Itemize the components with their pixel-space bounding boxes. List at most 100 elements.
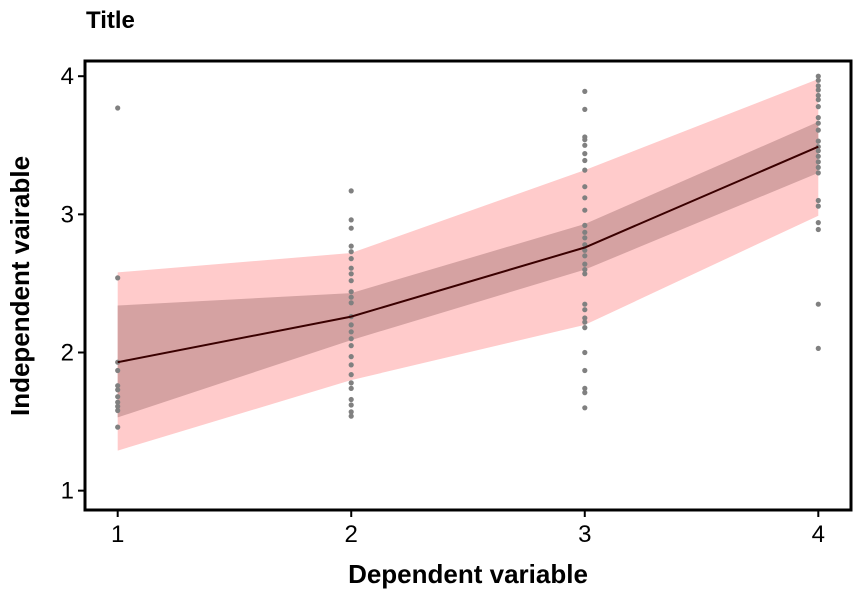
- plot-border: [83, 59, 853, 512]
- data-point: [815, 92, 821, 99]
- data-point: [582, 301, 588, 307]
- data-point: [348, 271, 354, 277]
- data-point: [348, 278, 354, 284]
- data-point: [582, 106, 588, 112]
- data-point: [582, 307, 588, 313]
- data-point: [582, 349, 588, 356]
- data-point: [815, 87, 821, 93]
- y-tick-label: 1: [61, 478, 74, 505]
- data-point: [582, 315, 588, 321]
- data-point: [115, 403, 121, 409]
- data-point: [582, 271, 588, 277]
- data-point: [348, 385, 354, 391]
- data-point: [582, 319, 588, 325]
- data-point: [582, 235, 588, 241]
- data-point: [815, 104, 821, 110]
- data-point: [582, 195, 588, 201]
- plot-area: [115, 73, 821, 451]
- data-point: [115, 383, 121, 389]
- data-point: [815, 120, 821, 126]
- data-point: [815, 164, 821, 170]
- data-point: [815, 345, 821, 351]
- data-point: [582, 229, 588, 235]
- data-point: [348, 294, 354, 300]
- x-axis-title: Dependent variable: [348, 559, 588, 589]
- data-point: [348, 380, 354, 386]
- data-point: [348, 256, 354, 262]
- axes: 1 2 3 4 1 2 3 4: [61, 63, 825, 548]
- data-point: [348, 372, 354, 378]
- data-point: [348, 188, 354, 194]
- data-point: [815, 148, 821, 154]
- data-point: [815, 197, 821, 204]
- data-point: [115, 394, 121, 400]
- data-point: [582, 261, 588, 267]
- data-point: [348, 329, 354, 335]
- data-point: [115, 105, 121, 111]
- data-point: [348, 413, 354, 419]
- inner-confidence-band: [117, 121, 819, 418]
- data-point: [348, 336, 354, 342]
- data-point: [348, 396, 354, 403]
- y-tick-label: 4: [61, 63, 74, 90]
- x-tick-label: 3: [578, 521, 591, 548]
- data-point: [115, 387, 121, 393]
- data-point: [348, 225, 354, 231]
- x-tick-label: 1: [111, 521, 124, 548]
- y-tick-label: 3: [61, 201, 74, 228]
- data-point: [348, 343, 354, 349]
- data-point: [815, 127, 821, 133]
- data-point: [115, 399, 121, 405]
- data-point: [348, 322, 354, 328]
- x-tick-label: 4: [812, 521, 825, 548]
- data-point: [815, 226, 821, 233]
- data-point: [582, 325, 588, 331]
- fit-line: [117, 145, 819, 364]
- data-point: [815, 73, 821, 79]
- data-point: [815, 97, 821, 103]
- data-point: [815, 301, 821, 307]
- data-point: [348, 409, 354, 415]
- data-point: [115, 275, 121, 281]
- data-point: [348, 362, 354, 368]
- data-point: [582, 151, 588, 157]
- data-point: [582, 157, 588, 164]
- data-point: [348, 300, 354, 306]
- data-point: [815, 77, 821, 83]
- data-point: [348, 402, 354, 408]
- data-point: [815, 153, 821, 159]
- data-point: [115, 407, 121, 414]
- data-point: [348, 289, 354, 295]
- data-point: [348, 265, 354, 271]
- data-point: [348, 354, 354, 360]
- data-point: [815, 159, 821, 165]
- data-point: [815, 115, 821, 121]
- data-point: [582, 405, 588, 411]
- data-point: [815, 170, 821, 176]
- data-point: [582, 253, 588, 259]
- data-point: [582, 222, 588, 228]
- data-point: [582, 367, 588, 374]
- data-point: [582, 167, 588, 173]
- data-point: [115, 367, 121, 374]
- y-axis-title: Independent vairable: [5, 156, 35, 416]
- data-point: [815, 138, 821, 144]
- data-point: [582, 142, 588, 148]
- data-point: [815, 220, 821, 226]
- data-point: [115, 424, 121, 430]
- data-point: [582, 247, 588, 253]
- data-point: [348, 217, 354, 223]
- data-point: [815, 203, 821, 209]
- y-tick-label: 2: [61, 340, 74, 367]
- data-point: [582, 207, 588, 213]
- data-point: [348, 243, 354, 249]
- chart-title: Title: [86, 7, 135, 34]
- x-tick-label: 2: [345, 521, 358, 548]
- data-point: [815, 83, 821, 89]
- data-point: [348, 249, 354, 255]
- data-point: [582, 137, 588, 143]
- data-point: [582, 88, 588, 94]
- data-point: [582, 184, 588, 190]
- data-point: [582, 390, 588, 396]
